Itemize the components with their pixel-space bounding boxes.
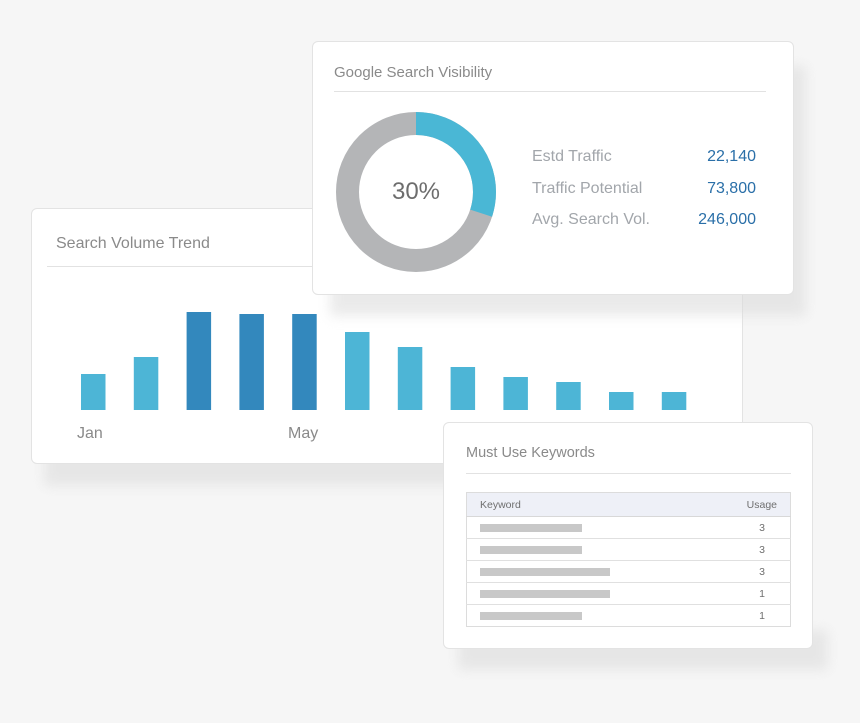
stat-row-estd-traffic: Estd Traffic 22,140 <box>532 148 756 170</box>
donut-fill-arc <box>336 112 496 272</box>
stat-row-traffic-potential: Traffic Potential 73,800 <box>532 180 756 202</box>
usage-cell: 3 <box>714 538 791 561</box>
trend-bar-chart <box>81 312 687 410</box>
trend-bar <box>133 357 159 410</box>
trend-bar <box>239 314 264 410</box>
keyword-placeholder-bar <box>480 523 583 532</box>
stat-label: Traffic Potential <box>532 180 643 197</box>
trend-bar <box>292 314 317 410</box>
usage-cell: 1 <box>759 609 765 622</box>
x-axis-label-may: May <box>288 425 319 442</box>
trend-bar <box>609 392 634 410</box>
trend-bar <box>397 347 423 410</box>
keyword-placeholder-bar <box>480 611 583 620</box>
trend-bar <box>186 312 212 410</box>
keywords-card-title: Must Use Keywords <box>466 445 595 461</box>
trend-bar <box>450 367 476 410</box>
keyword-cell <box>466 538 715 561</box>
usage-cell: 3 <box>714 560 791 583</box>
usage-cell: 1 <box>714 582 791 605</box>
keyword-cell <box>466 560 715 583</box>
trend-bar <box>81 374 106 410</box>
stat-value: 73,800 <box>707 180 756 197</box>
stat-label: Estd Traffic <box>532 148 612 165</box>
google-search-visibility-card: Google Search Visibility 30% Estd Traffi… <box>312 41 794 295</box>
x-axis-label-jan: Jan <box>77 425 103 442</box>
keyword-cell <box>467 605 715 627</box>
must-use-keywords-card: Must Use Keywords Keyword Usage 3 3 3 <box>443 422 813 649</box>
stat-value: 22,140 <box>707 148 756 165</box>
trend-bar <box>345 332 370 410</box>
usage-cell: 3 <box>714 516 791 539</box>
trend-divider <box>47 266 330 267</box>
trend-bar <box>661 392 687 410</box>
table-row: 3 <box>466 560 791 583</box>
column-header-keyword: Keyword <box>466 492 715 517</box>
keyword-placeholder-bar <box>480 567 611 576</box>
table-row: 1 <box>467 605 791 627</box>
keywords-table-header: Keyword Usage <box>466 492 791 517</box>
trend-bar <box>503 377 528 410</box>
stat-value: 246,000 <box>698 211 756 228</box>
table-row: 1 <box>466 582 791 605</box>
stat-row-avg-search-vol: Avg. Search Vol. 246,000 <box>532 211 756 233</box>
stat-label: Avg. Search Vol. <box>532 211 650 228</box>
keyword-placeholder-bar <box>480 545 583 554</box>
column-header-usage: Usage <box>714 492 791 517</box>
keywords-divider <box>466 473 791 474</box>
keyword-cell <box>466 516 715 539</box>
visibility-donut-chart <box>336 112 496 272</box>
keyword-placeholder-bar <box>480 589 611 598</box>
visibility-divider <box>334 91 766 92</box>
trend-card-title: Search Volume Trend <box>56 235 210 252</box>
table-row: 3 <box>466 516 791 539</box>
visibility-card-title: Google Search Visibility <box>334 64 493 81</box>
keywords-table: Keyword Usage 3 3 3 1 1 <box>466 492 791 627</box>
trend-bar <box>556 382 581 410</box>
keyword-cell <box>466 582 715 605</box>
visibility-percent: 30% <box>391 178 441 205</box>
table-row: 3 <box>466 538 791 561</box>
